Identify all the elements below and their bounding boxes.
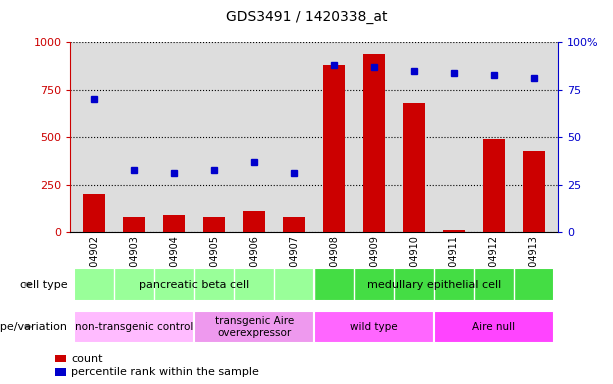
- Text: genotype/variation: genotype/variation: [0, 322, 67, 332]
- Bar: [283, 217, 305, 232]
- Bar: [75, 311, 194, 343]
- Bar: [123, 217, 145, 232]
- Bar: [443, 230, 465, 232]
- Bar: [314, 311, 434, 343]
- Bar: [363, 54, 385, 232]
- Bar: [243, 212, 265, 232]
- Bar: [323, 65, 345, 232]
- Text: transgenic Aire
overexpressor: transgenic Aire overexpressor: [215, 316, 294, 338]
- Bar: [434, 311, 554, 343]
- Bar: [83, 194, 105, 232]
- Bar: [523, 151, 545, 232]
- Text: wild type: wild type: [350, 322, 398, 332]
- Bar: [483, 139, 505, 232]
- Bar: [204, 217, 226, 232]
- Bar: [194, 311, 314, 343]
- Bar: [403, 103, 425, 232]
- Text: cell type: cell type: [20, 280, 67, 290]
- Text: pancreatic beta cell: pancreatic beta cell: [139, 280, 249, 290]
- Text: Aire null: Aire null: [473, 322, 516, 332]
- Bar: [75, 268, 314, 301]
- Text: medullary epithelial cell: medullary epithelial cell: [367, 280, 501, 290]
- Text: GDS3491 / 1420338_at: GDS3491 / 1420338_at: [226, 10, 387, 23]
- Text: percentile rank within the sample: percentile rank within the sample: [71, 367, 259, 377]
- Bar: [164, 215, 185, 232]
- Text: count: count: [71, 354, 102, 364]
- Text: non-transgenic control: non-transgenic control: [75, 322, 194, 332]
- Bar: [314, 268, 554, 301]
